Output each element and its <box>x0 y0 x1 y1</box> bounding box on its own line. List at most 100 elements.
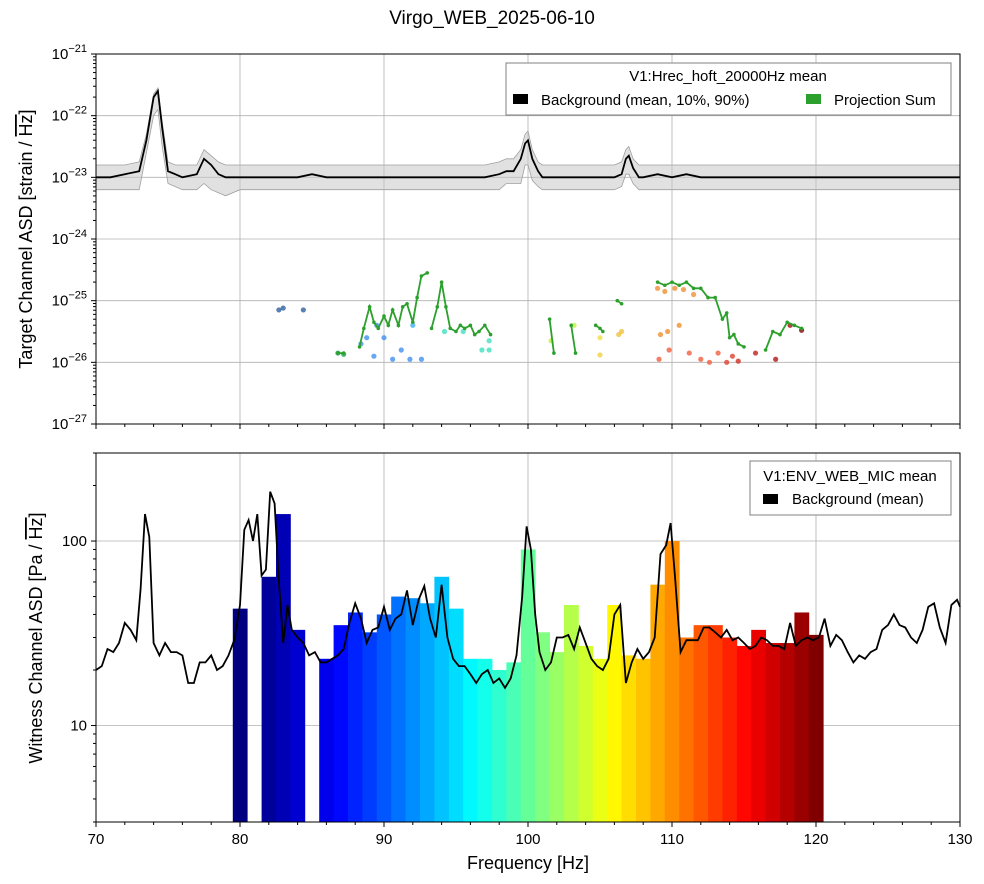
projection-sum-point <box>357 345 362 349</box>
witness-bar <box>751 629 766 822</box>
witness-bar <box>391 596 406 822</box>
witness-bar <box>319 658 334 822</box>
projection-point <box>680 286 687 293</box>
projection-point <box>665 328 671 335</box>
witness-bar <box>535 632 550 822</box>
projection-sum-point <box>619 301 624 306</box>
projection-sum-point <box>763 348 768 352</box>
witness-bar <box>549 652 565 822</box>
projection-sum-point <box>341 351 346 355</box>
projection-sum-point <box>415 295 419 300</box>
projection-point <box>280 305 286 311</box>
projection-sum-point <box>367 305 372 309</box>
witness-bar <box>592 658 608 822</box>
projection-point <box>486 347 492 353</box>
projection-point <box>657 331 664 338</box>
projection-sum-point <box>691 286 696 291</box>
witness-bar <box>736 645 752 822</box>
projection-point <box>619 328 625 335</box>
top-x-ticks <box>95 424 961 429</box>
projection-point <box>381 335 387 341</box>
bottom-x-ticks: 70 80 90 100 110 120 130 <box>88 822 973 848</box>
projection-sum-line <box>764 321 802 351</box>
projection-sum-point <box>732 332 736 337</box>
projection-sum-point <box>362 326 366 331</box>
top-y-tick-label: 10−22 <box>52 105 87 125</box>
projection-point <box>676 322 682 328</box>
projection-point <box>662 288 668 295</box>
witness-bar <box>362 632 378 822</box>
projection-sum-point <box>601 329 605 334</box>
projection-sum-point <box>386 323 391 328</box>
witness-bar <box>780 643 795 822</box>
projection-point <box>597 352 603 358</box>
projection-point <box>706 359 713 365</box>
top-y-tick-label: 10−27 <box>52 413 87 433</box>
projection-sum-point <box>444 305 448 309</box>
top-y-tick-label: 10−24 <box>52 228 87 248</box>
top-y-ticks: 10−27 10−26 10−25 10−24 10−23 10−22 10−21 <box>52 43 96 433</box>
legend-label-background: Background (mean, 10%, 90%) <box>541 92 749 109</box>
bottom-y-tick-label: 10 <box>70 718 87 735</box>
projection-sum-point <box>785 320 789 325</box>
projection-sum-point <box>663 283 667 288</box>
top-ylabel-pre: Target Channel ASD [strain / <box>16 136 36 368</box>
witness-bar <box>636 658 651 822</box>
witness-bar <box>722 637 738 822</box>
top-series <box>96 88 960 365</box>
bottom-y-tick-label: 100 <box>62 533 87 550</box>
x-tick-label: 90 <box>376 831 393 848</box>
projection-sum-point <box>799 326 804 331</box>
witness-bar <box>232 608 248 822</box>
projection-sum-point <box>615 298 620 303</box>
witness-bar <box>679 637 694 822</box>
projection-sum-point <box>396 323 401 328</box>
legend-swatch-witness-background <box>763 494 778 504</box>
top-legend-title: V1:Hrec_hoft_20000Hz mean <box>629 68 827 85</box>
projection-sum-line <box>570 325 577 354</box>
projection-sum-point <box>727 335 732 340</box>
projection-sum-point <box>468 323 473 328</box>
projection-sum-point <box>684 280 689 284</box>
witness-bar <box>765 643 781 822</box>
projection-point <box>276 307 282 313</box>
projection-sum-point <box>405 301 409 306</box>
projection-sum-point <box>462 326 467 331</box>
projection-point <box>418 356 425 362</box>
projection-sum-point <box>477 329 481 334</box>
witness-bar <box>290 629 306 822</box>
background-mean-line <box>96 88 960 179</box>
projection-point <box>698 356 704 362</box>
top-panel: 10−27 10−26 10−25 10−24 10−23 10−22 10−21 Targ… <box>16 43 961 433</box>
projection-point <box>672 285 678 291</box>
witness-bar <box>578 645 594 822</box>
projection-sum-point <box>458 323 463 328</box>
top-y-tick-label: 10−26 <box>52 351 87 371</box>
x-tick-label: 130 <box>947 831 972 848</box>
projection-sum-point <box>699 286 703 291</box>
projection-point <box>390 356 396 362</box>
legend-label-witness-background: Background (mean) <box>792 491 924 508</box>
projection-sum-point <box>736 342 741 346</box>
bottom-ylabel-pre: Witness Channel ASD [Pa / <box>26 539 46 763</box>
witness-bar <box>405 598 421 822</box>
top-y-tick-label: 10−21 <box>52 43 87 63</box>
projection-sum-point <box>655 280 660 284</box>
projection-point <box>655 285 661 291</box>
x-tick-label: 110 <box>660 831 684 848</box>
witness-bar <box>564 605 579 822</box>
projection-sum-point <box>724 311 729 315</box>
witness-bar <box>664 541 680 822</box>
projection-point <box>715 350 721 356</box>
projection-point <box>735 358 741 364</box>
projection-sum-point <box>670 280 674 284</box>
projection-sum-point <box>390 308 395 312</box>
projection-sum-point <box>547 317 552 321</box>
projection-sum-point <box>598 326 602 331</box>
top-legend: V1:Hrec_hoft_20000Hz mean Background (me… <box>505 62 952 116</box>
projection-sum-point <box>792 323 797 328</box>
witness-bar <box>794 612 810 822</box>
projection-sum-point <box>400 305 405 309</box>
legend-swatch-background <box>513 94 528 104</box>
